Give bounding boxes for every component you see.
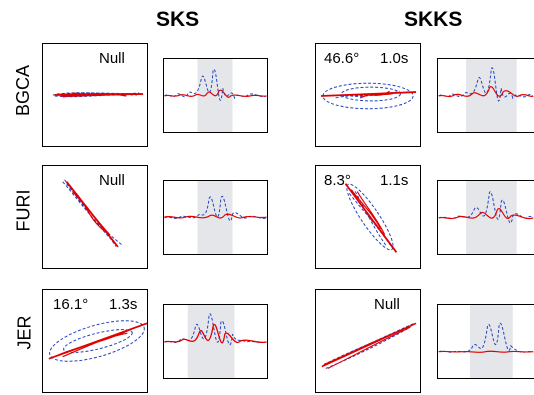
- particle-motion-panel-furi-skks: 8.3° 1.1s: [315, 165, 421, 269]
- column-title-skks: SKKS: [404, 8, 463, 31]
- particle-motion-panel-jer-skks: Null: [315, 289, 421, 393]
- waveform-panel-furi-sks: [163, 180, 268, 255]
- waveform-panel-furi-skks: [437, 180, 534, 255]
- splitting-time-bgca-skks: 1.0s: [380, 50, 409, 67]
- splitting-result-jer-skks: Null: [374, 296, 400, 313]
- waveform-panel-jer-sks: [163, 304, 268, 379]
- waveform-panel-bgca-skks: [437, 58, 534, 133]
- particle-motion-panel-bgca-sks: Null: [42, 43, 148, 147]
- station-label-jer: JER: [14, 315, 35, 350]
- waveform-panel-jer-skks: [437, 304, 534, 379]
- particle-motion-panel-bgca-skks: 46.6° 1.0s: [315, 43, 421, 147]
- splitting-angle-jer-sks: 16.1°: [53, 296, 89, 313]
- station-label-bgca: BGCA: [13, 64, 34, 117]
- splitting-angle-bgca-skks: 46.6°: [324, 50, 360, 67]
- splitting-result-furi-sks: Null: [99, 172, 125, 189]
- splitting-angle-furi-skks: 8.3°: [324, 172, 351, 189]
- waveform-panel-bgca-sks: [163, 58, 268, 133]
- particle-motion-panel-jer-sks: 16.1° 1.3s: [42, 289, 148, 393]
- particle-motion-panel-furi-sks: Null: [42, 165, 148, 269]
- splitting-result-bgca-sks: Null: [99, 50, 125, 67]
- station-label-furi: FURI: [13, 189, 34, 232]
- splitting-time-furi-skks: 1.1s: [380, 172, 409, 189]
- column-title-sks: SKS: [156, 8, 200, 31]
- splitting-time-jer-sks: 1.3s: [109, 296, 138, 313]
